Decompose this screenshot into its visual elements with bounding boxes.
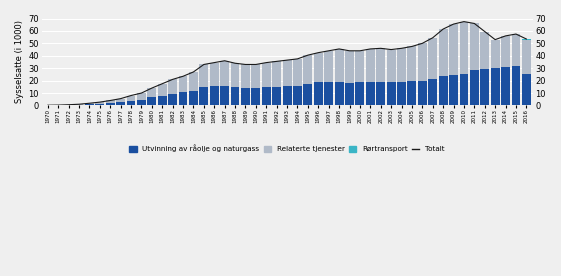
Bar	[251, 65, 260, 88]
Bar	[439, 29, 448, 76]
Bar	[272, 61, 281, 87]
Bar	[137, 100, 146, 105]
Bar	[335, 49, 343, 83]
Bar	[231, 87, 240, 105]
Bar	[127, 101, 135, 105]
Bar	[200, 87, 208, 105]
Bar	[95, 104, 104, 105]
Bar	[345, 83, 354, 105]
Bar	[241, 88, 250, 105]
Bar	[200, 65, 208, 87]
Bar	[116, 99, 125, 102]
Bar	[376, 48, 385, 82]
Bar	[512, 34, 521, 66]
Bar	[366, 49, 375, 82]
Bar	[168, 94, 177, 105]
Bar	[293, 86, 302, 105]
Bar	[283, 60, 292, 86]
Bar	[304, 84, 312, 105]
Bar	[137, 93, 146, 100]
Bar	[293, 59, 302, 86]
Bar	[148, 97, 157, 105]
Bar	[127, 95, 135, 101]
Bar	[459, 75, 468, 105]
Bar	[324, 82, 333, 105]
Bar	[75, 104, 84, 105]
Bar	[148, 88, 157, 97]
Bar	[95, 102, 104, 104]
Bar	[158, 84, 167, 95]
Bar	[480, 69, 489, 105]
Bar	[220, 86, 229, 105]
Bar	[314, 83, 323, 105]
Bar	[106, 100, 114, 103]
Bar	[262, 87, 271, 105]
Bar	[335, 83, 343, 105]
Bar	[356, 83, 364, 105]
Bar	[189, 91, 198, 105]
Bar	[491, 68, 499, 105]
Bar	[251, 88, 260, 105]
Bar	[439, 76, 448, 105]
Bar	[470, 23, 479, 70]
Bar	[85, 104, 94, 105]
Bar	[366, 82, 375, 105]
Bar	[459, 22, 468, 75]
Bar	[387, 83, 396, 105]
Bar	[522, 39, 531, 40]
Bar	[387, 50, 396, 83]
Bar	[178, 92, 187, 105]
Bar	[418, 81, 427, 105]
Bar	[304, 55, 312, 84]
Bar	[449, 24, 458, 75]
Bar	[158, 95, 167, 105]
Bar	[324, 51, 333, 82]
Bar	[231, 63, 240, 87]
Bar	[522, 75, 531, 105]
Bar	[178, 76, 187, 92]
Bar	[345, 51, 354, 83]
Bar	[491, 40, 499, 68]
Bar	[314, 53, 323, 83]
Bar	[501, 36, 510, 67]
Bar	[189, 72, 198, 91]
Bar	[116, 102, 125, 105]
Bar	[407, 46, 416, 81]
Bar	[407, 81, 416, 105]
Bar	[501, 67, 510, 105]
Bar	[397, 48, 406, 82]
Legend: Utvinning av råolje og naturgass, Relaterte tjenester, Rørtransport, Totalt: Utvinning av råolje og naturgass, Relate…	[130, 145, 445, 152]
Bar	[449, 75, 458, 105]
Bar	[480, 31, 489, 69]
Bar	[241, 65, 250, 88]
Bar	[522, 40, 531, 75]
Bar	[418, 43, 427, 81]
Bar	[428, 38, 437, 79]
Bar	[168, 79, 177, 94]
Bar	[106, 103, 114, 105]
Bar	[470, 70, 479, 105]
Bar	[428, 79, 437, 105]
Bar	[397, 82, 406, 105]
Bar	[85, 103, 94, 104]
Bar	[283, 86, 292, 105]
Bar	[356, 51, 364, 83]
Bar	[210, 86, 219, 105]
Bar	[512, 66, 521, 105]
Bar	[376, 82, 385, 105]
Bar	[272, 87, 281, 105]
Bar	[220, 61, 229, 86]
Y-axis label: Sysselsatte (i 1000): Sysselsatte (i 1000)	[15, 20, 24, 104]
Bar	[210, 63, 219, 86]
Bar	[262, 63, 271, 87]
